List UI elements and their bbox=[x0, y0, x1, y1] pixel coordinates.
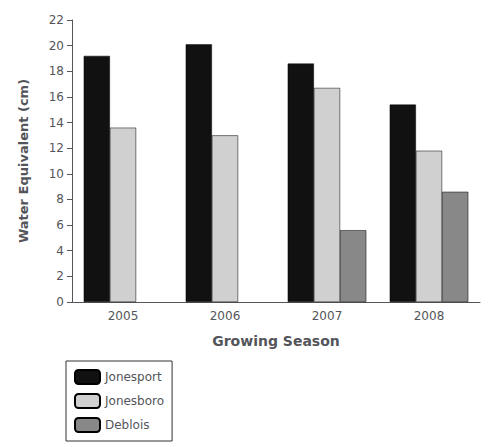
svg-text:Jonesport: Jonesport bbox=[104, 370, 162, 384]
svg-text:18: 18 bbox=[49, 64, 64, 78]
svg-text:4: 4 bbox=[56, 244, 64, 258]
svg-text:Water Equivalent (cm): Water Equivalent (cm) bbox=[16, 79, 31, 243]
svg-text:22: 22 bbox=[49, 13, 64, 27]
svg-text:Jonesboro: Jonesboro bbox=[104, 394, 164, 408]
svg-text:10: 10 bbox=[49, 167, 64, 181]
svg-text:2005: 2005 bbox=[108, 309, 139, 323]
svg-text:12: 12 bbox=[49, 141, 64, 155]
svg-text:2007: 2007 bbox=[312, 309, 343, 323]
svg-text:14: 14 bbox=[49, 116, 64, 130]
svg-text:Growing Season: Growing Season bbox=[212, 333, 340, 349]
svg-text:2008: 2008 bbox=[414, 309, 445, 323]
svg-text:2006: 2006 bbox=[210, 309, 241, 323]
svg-text:Deblois: Deblois bbox=[105, 418, 150, 432]
svg-text:20: 20 bbox=[49, 39, 64, 53]
svg-text:16: 16 bbox=[49, 90, 64, 104]
svg-text:2: 2 bbox=[56, 269, 64, 283]
svg-text:8: 8 bbox=[56, 192, 64, 206]
svg-text:6: 6 bbox=[56, 218, 64, 232]
svg-text:0: 0 bbox=[56, 295, 64, 309]
